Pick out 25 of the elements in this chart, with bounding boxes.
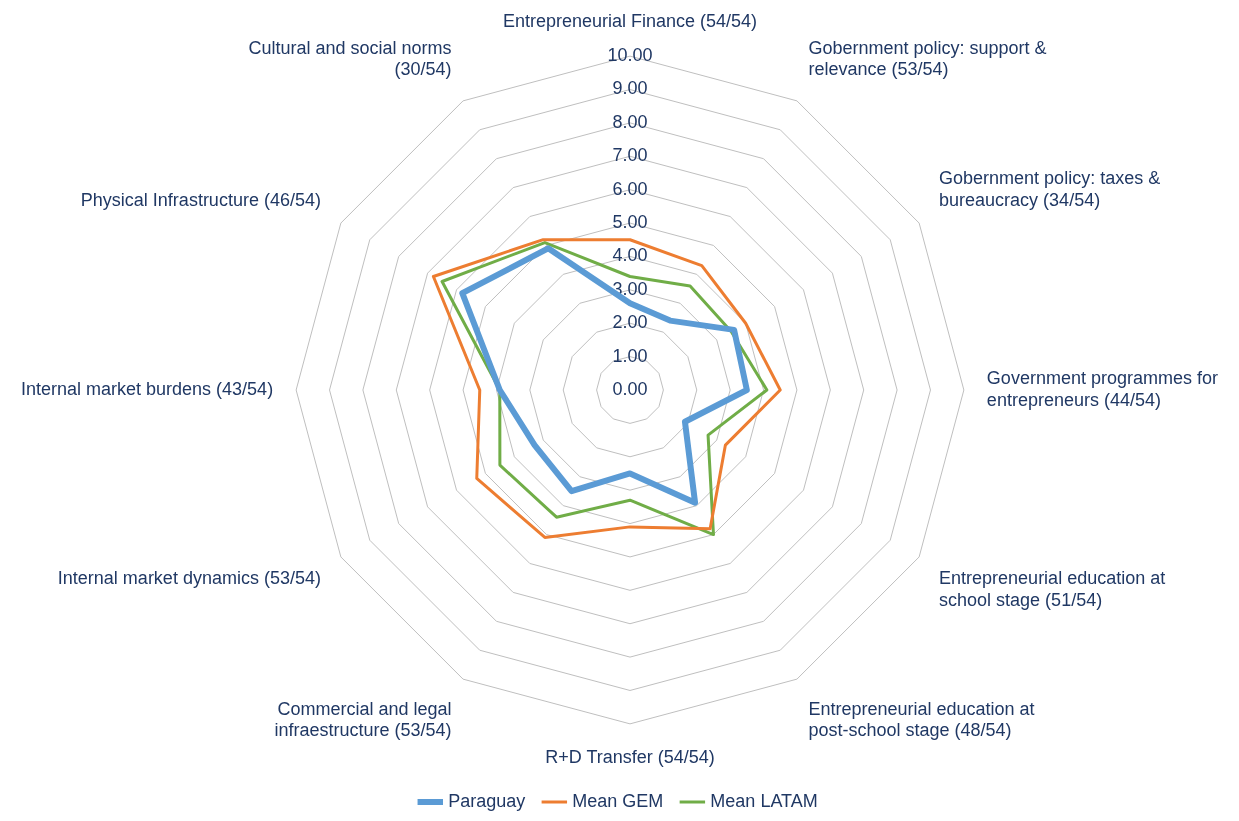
spoke-label: Internal market burdens (43/54) [20, 378, 274, 399]
spoke-label: Entrepreneurial Finance (54/54) [502, 11, 758, 32]
legend-label: Mean LATAM [710, 790, 818, 811]
spoke-label: Internal market dynamics (53/54) [57, 568, 321, 589]
y-tick-label: 7.00 [612, 145, 648, 166]
y-tick-label: 1.00 [612, 345, 648, 366]
spoke-label: Entrepreneurial education at school stage (51/54) [939, 568, 1166, 610]
legend-label: Paraguay [448, 790, 526, 811]
spoke-label: Gobernment policy: taxes & bureaucracy (34/54) [939, 168, 1161, 210]
y-tick-label: 0.00 [612, 378, 648, 399]
spoke-label: Government programmes for entrepreneurs (44/54) [986, 368, 1218, 410]
y-tick-label: 8.00 [612, 111, 648, 132]
spoke-label: Cultural and social norms (30/54) [248, 37, 452, 80]
y-tick-label: 10.00 [607, 45, 653, 66]
legend-label: Mean GEM [572, 790, 664, 811]
y-tick-label: 9.00 [612, 78, 648, 99]
y-tick-label: 2.00 [612, 312, 648, 333]
spoke-label: Gobernment policy: support & relevance (53/54) [808, 37, 1047, 80]
y-tick-label: 4.00 [612, 245, 648, 266]
y-tick-label: 6.00 [612, 178, 648, 199]
y-tick-label: 5.00 [612, 212, 648, 233]
spoke-label: Physical Infrastructure (46/54) [80, 189, 321, 210]
spoke-label: Commercial and legal infraestructure (53/54) [274, 698, 452, 741]
spoke-label: R+D Transfer (54/54) [545, 746, 715, 767]
spoke-label: Entrepreneurial education at post-school stage (48/54) [808, 698, 1035, 741]
